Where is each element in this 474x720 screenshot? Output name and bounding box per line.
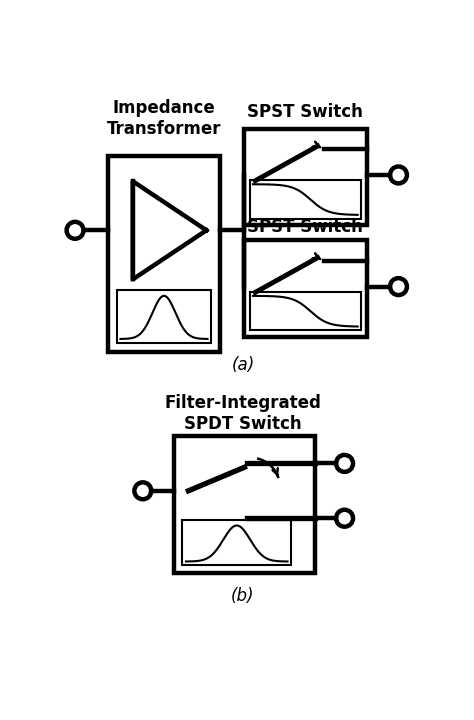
Text: SPST Switch: SPST Switch: [247, 103, 363, 121]
Text: (b): (b): [231, 587, 255, 605]
Text: Impedance
Transformer: Impedance Transformer: [107, 99, 221, 138]
Text: (a): (a): [231, 356, 255, 374]
Bar: [250, 292, 361, 330]
Text: Filter-Integrated
SPDT Switch: Filter-Integrated SPDT Switch: [164, 395, 321, 433]
Bar: [250, 180, 361, 219]
Bar: [118, 290, 210, 343]
Bar: [182, 520, 292, 565]
Bar: [108, 156, 220, 352]
Bar: [244, 129, 367, 225]
Bar: [174, 436, 315, 573]
Text: SPST Switch: SPST Switch: [247, 217, 363, 235]
Bar: [244, 240, 367, 337]
